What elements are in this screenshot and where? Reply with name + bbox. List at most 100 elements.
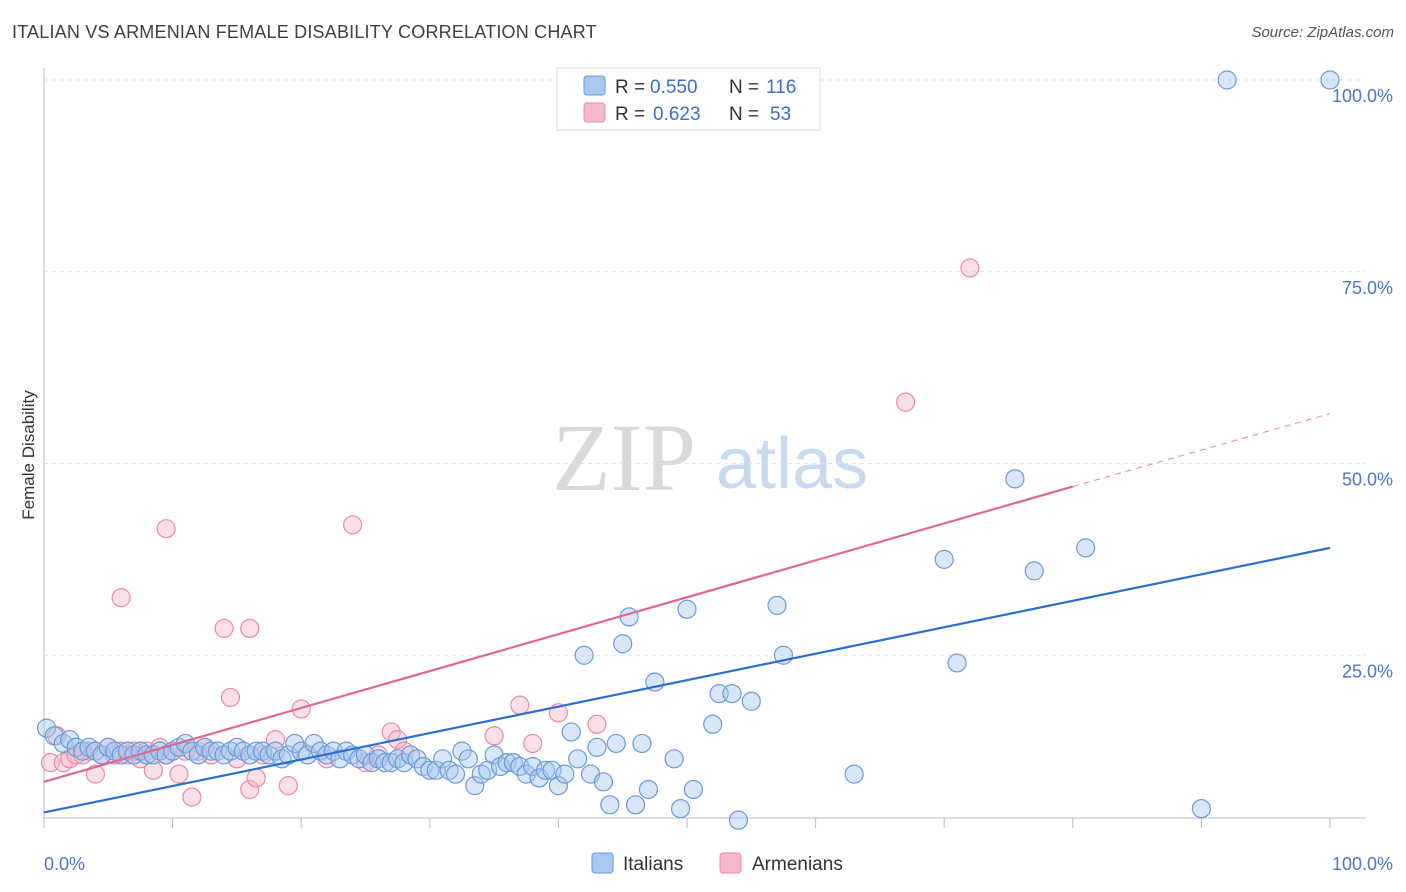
italians-point bbox=[497, 753, 517, 773]
legend-swatch-armenians bbox=[583, 102, 606, 123]
armenians-point bbox=[156, 519, 176, 539]
x-ticks bbox=[43, 818, 1331, 828]
italians-point bbox=[606, 733, 626, 754]
italians-point bbox=[703, 714, 723, 734]
italians-point bbox=[1191, 799, 1212, 819]
italians-point bbox=[201, 741, 221, 761]
italians-point bbox=[722, 683, 742, 704]
armenians-point bbox=[85, 764, 106, 784]
italians-trend-line bbox=[43, 546, 1331, 814]
italians-point bbox=[445, 764, 466, 784]
italians-point bbox=[568, 749, 588, 769]
armenians-trend-line bbox=[43, 485, 1074, 783]
italians-point bbox=[561, 722, 581, 742]
italians-point bbox=[1005, 469, 1025, 489]
armenians-trend-extension bbox=[1072, 413, 1331, 487]
grid bbox=[44, 79, 1366, 656]
armenians-point bbox=[227, 749, 247, 769]
armenians-point bbox=[523, 733, 543, 754]
italians-point bbox=[1076, 538, 1096, 558]
italians-point bbox=[683, 779, 704, 800]
armenians-point bbox=[484, 726, 504, 746]
italians-point bbox=[285, 733, 305, 754]
italians-point bbox=[92, 745, 112, 765]
bottom-legend-swatch-italians bbox=[591, 852, 614, 874]
italians-point bbox=[638, 779, 659, 800]
bottom-legend-label-armenians: Armenians bbox=[752, 854, 843, 875]
italians-point bbox=[574, 645, 594, 665]
source-label: Source: ZipAtlas.com bbox=[1251, 24, 1394, 41]
italians-point bbox=[394, 753, 414, 773]
trend-lines bbox=[43, 413, 1331, 814]
y-tick-labels: 100.0% 75.0% 50.0% 25.0% bbox=[1332, 86, 1393, 681]
watermark-zip: ZIP bbox=[552, 404, 696, 511]
italians-point bbox=[767, 595, 787, 615]
italians-point bbox=[1024, 561, 1044, 581]
italians-point bbox=[1320, 70, 1340, 90]
italians-point bbox=[278, 745, 298, 765]
italians-point bbox=[625, 795, 646, 815]
legend-n-value-armenians: 53 bbox=[770, 104, 791, 125]
armenians-point bbox=[214, 618, 234, 639]
legend-swatch-italians bbox=[583, 75, 606, 96]
italians-point bbox=[934, 549, 954, 569]
italians-point bbox=[535, 760, 556, 780]
armenians-point bbox=[343, 515, 363, 535]
italians-point bbox=[593, 772, 614, 792]
armenians-point bbox=[896, 392, 916, 412]
y-tick-label: 50.0% bbox=[1342, 470, 1393, 490]
italians-point bbox=[433, 749, 453, 769]
legend-n-value-italians: 116 bbox=[766, 77, 796, 98]
italians-point bbox=[188, 745, 208, 765]
italians-point bbox=[1217, 70, 1237, 90]
italians-point bbox=[728, 810, 749, 830]
italians-point bbox=[587, 737, 607, 757]
italians-point bbox=[548, 776, 569, 796]
legend-r-value-italians: 0.550 bbox=[650, 77, 698, 98]
italians-point bbox=[375, 753, 395, 773]
italians-point bbox=[523, 756, 543, 777]
y-tick-label: 75.0% bbox=[1342, 278, 1393, 298]
bottom-legend-swatch-armenians bbox=[719, 852, 742, 874]
armenians-points bbox=[40, 258, 980, 807]
legend-bottom: Italians Armenians bbox=[591, 852, 843, 875]
bottom-legend-label-italians: Italians bbox=[623, 854, 683, 875]
italians-point bbox=[452, 741, 472, 761]
armenians-point bbox=[587, 714, 607, 734]
italians-point bbox=[613, 634, 633, 654]
legend-r-label-armenians: R = bbox=[615, 104, 645, 125]
y-tick-label: 25.0% bbox=[1342, 661, 1393, 681]
italians-point bbox=[741, 691, 761, 711]
legend-n-label-italians: N = bbox=[729, 77, 759, 98]
legend-r-value-armenians: 0.623 bbox=[653, 104, 701, 125]
italians-point bbox=[60, 730, 80, 750]
italians-point bbox=[619, 607, 639, 627]
italians-point bbox=[36, 718, 57, 738]
x-tick-label-max: 100.0% bbox=[1332, 854, 1393, 874]
italians-point bbox=[600, 795, 620, 815]
armenians-point bbox=[246, 768, 266, 788]
italians-point bbox=[555, 764, 575, 784]
italians-point bbox=[516, 764, 536, 784]
italians-point bbox=[407, 749, 427, 769]
chart-title: ITALIAN VS ARMENIAN FEMALE DISABILITY CO… bbox=[12, 22, 597, 42]
armenians-point bbox=[960, 258, 980, 278]
italians-point bbox=[458, 749, 478, 769]
armenians-point bbox=[510, 695, 530, 715]
armenians-point bbox=[111, 588, 131, 608]
armenians-point bbox=[182, 787, 202, 807]
x-tick-label-min: 0.0% bbox=[44, 854, 85, 874]
armenians-point bbox=[169, 764, 189, 784]
italians-point bbox=[632, 733, 652, 754]
legend-top: R = 0.550 N = 116 R = 0.623 N = 53 bbox=[556, 67, 821, 131]
italians-point bbox=[330, 749, 350, 769]
armenians-point bbox=[240, 779, 260, 800]
italians-point bbox=[465, 776, 485, 796]
italians-point bbox=[664, 749, 684, 769]
italians-point bbox=[304, 733, 324, 754]
legend-r-label-italians: R = bbox=[615, 77, 645, 98]
italians-point bbox=[246, 741, 266, 761]
italians-point bbox=[265, 741, 286, 761]
y-axis-label: Female Disability bbox=[19, 390, 38, 520]
